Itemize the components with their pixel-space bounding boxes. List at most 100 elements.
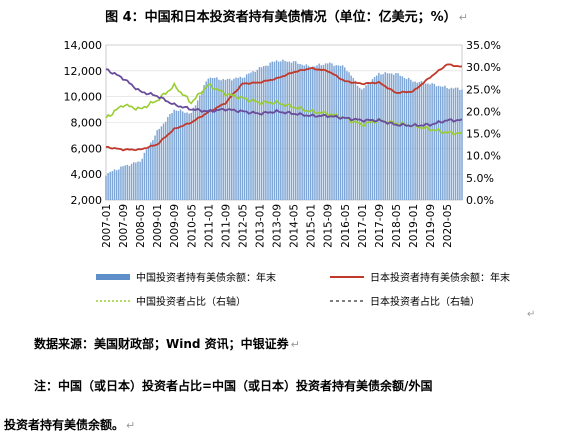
bar-china-holdings xyxy=(139,161,141,200)
bar-china-holdings xyxy=(207,78,210,200)
bar-china-holdings xyxy=(429,84,431,200)
bar-china-holdings xyxy=(326,63,329,201)
bar-china-holdings xyxy=(305,64,308,200)
bar-china-holdings xyxy=(388,73,391,200)
y-right-tick-label: 30.0% xyxy=(466,61,501,74)
y-right-tick-label: 15.0% xyxy=(466,128,501,141)
bar-china-holdings xyxy=(250,72,252,200)
bar-china-holdings xyxy=(401,76,404,200)
bar-china-holdings xyxy=(299,63,301,200)
bar-china-holdings xyxy=(126,164,129,200)
bar-china-holdings xyxy=(454,87,457,200)
bar-china-holdings xyxy=(422,83,425,200)
bar-china-holdings xyxy=(107,173,109,200)
bar-china-holdings xyxy=(320,65,323,200)
bar-china-holdings xyxy=(243,77,246,200)
bar-china-holdings xyxy=(378,72,380,200)
x-tick-label: 2007-01 xyxy=(101,204,113,248)
bar-china-holdings xyxy=(365,85,367,200)
x-tick-label: 2019-01 xyxy=(408,204,420,248)
bar-china-holdings xyxy=(203,85,205,200)
bar-china-holdings xyxy=(329,62,331,200)
bar-china-holdings xyxy=(452,88,455,200)
x-tick-label: 2019-09 xyxy=(425,204,437,248)
y-left-tick-label: 6,000 xyxy=(71,142,103,155)
bar-china-holdings xyxy=(271,61,274,201)
bar-china-holdings xyxy=(282,59,284,200)
bar-china-holdings xyxy=(456,87,459,200)
bar-china-holdings xyxy=(220,80,222,200)
bar-china-holdings xyxy=(407,77,410,200)
bar-china-holdings xyxy=(318,63,320,201)
bar-china-holdings xyxy=(124,165,126,200)
bar-china-holdings xyxy=(312,66,314,201)
bar-china-holdings xyxy=(192,107,195,200)
bar-china-holdings xyxy=(273,61,276,200)
bar-china-holdings xyxy=(375,75,378,200)
bar-china-holdings xyxy=(344,67,346,200)
bar-china-holdings xyxy=(141,158,143,200)
bar-china-holdings xyxy=(303,65,305,201)
bar-china-holdings xyxy=(213,78,216,200)
bar-china-holdings xyxy=(382,74,384,200)
x-tick-label: 2020-05 xyxy=(442,204,454,248)
bar-china-holdings xyxy=(267,65,269,200)
bar-china-holdings xyxy=(152,140,154,200)
figure-title-text: 图 4：中国和日本投资者持有美债情况（单位：亿美元；%） xyxy=(105,10,457,25)
bar-china-holdings xyxy=(167,116,169,200)
bar-china-holdings xyxy=(164,121,167,200)
bar-china-holdings xyxy=(145,149,148,200)
paragraph-mark-icon: ↵ xyxy=(290,338,300,351)
bar-china-holdings xyxy=(248,73,250,200)
bar-china-holdings xyxy=(356,85,359,200)
bar-china-holdings xyxy=(147,146,150,200)
line-china-share xyxy=(105,81,463,136)
y-left-tick-label: 10,000 xyxy=(64,91,103,104)
bar-china-holdings xyxy=(254,71,256,200)
x-tick-label: 2013-01 xyxy=(255,204,267,248)
bar-china-holdings xyxy=(444,85,446,200)
line-series xyxy=(105,63,463,152)
bar-china-holdings xyxy=(130,163,133,200)
bar-china-holdings xyxy=(237,77,239,200)
china-holdings-bars xyxy=(105,59,463,201)
bar-china-holdings xyxy=(150,142,152,200)
bar-china-holdings xyxy=(435,86,438,200)
bar-china-holdings xyxy=(205,81,207,200)
bar-china-holdings xyxy=(277,61,280,200)
bar-china-holdings xyxy=(322,64,325,200)
x-axis-ticks: 2007-01 2007-09 2008-05 2009-01 2009-09 2010-… xyxy=(101,204,454,248)
x-tick-label: 2012-05 xyxy=(237,204,249,248)
bar-china-holdings xyxy=(118,169,120,200)
bar-china-holdings xyxy=(122,166,124,200)
bar-china-holdings xyxy=(431,83,433,200)
bar-china-holdings xyxy=(190,112,193,200)
y-right-tick-label: 20.0% xyxy=(466,105,501,118)
bar-china-holdings xyxy=(292,61,295,200)
x-tick-label: 2008-05 xyxy=(135,204,147,248)
line-japan-share xyxy=(105,68,463,128)
y-left-tick-label: 8,000 xyxy=(71,117,103,130)
bar-china-holdings xyxy=(461,89,463,200)
bar-china-holdings xyxy=(235,77,237,200)
legend-label: 中国投资者持有美债余额：年末 xyxy=(136,271,276,284)
bar-china-holdings xyxy=(316,65,318,200)
x-tick-label: 2011-01 xyxy=(203,204,215,248)
x-tick-label: 2009-01 xyxy=(152,204,164,248)
bar-china-holdings xyxy=(354,80,357,200)
bar-china-holdings xyxy=(252,71,254,200)
note-line-2-text: 投资者持有美债余额。 xyxy=(4,418,125,432)
y-right-tick-label: 0.0% xyxy=(466,194,494,207)
bar-china-holdings xyxy=(201,91,203,200)
bar-china-holdings xyxy=(109,171,111,200)
bar-china-holdings xyxy=(258,67,261,200)
bar-china-holdings xyxy=(188,113,190,200)
bar-china-holdings xyxy=(290,62,293,201)
bar-china-holdings xyxy=(288,61,291,201)
bar-china-holdings xyxy=(233,78,235,200)
bar-china-holdings xyxy=(367,84,369,200)
bar-china-holdings xyxy=(373,76,376,200)
bar-china-holdings xyxy=(175,110,178,200)
x-tick-label: 2017-09 xyxy=(374,204,386,248)
